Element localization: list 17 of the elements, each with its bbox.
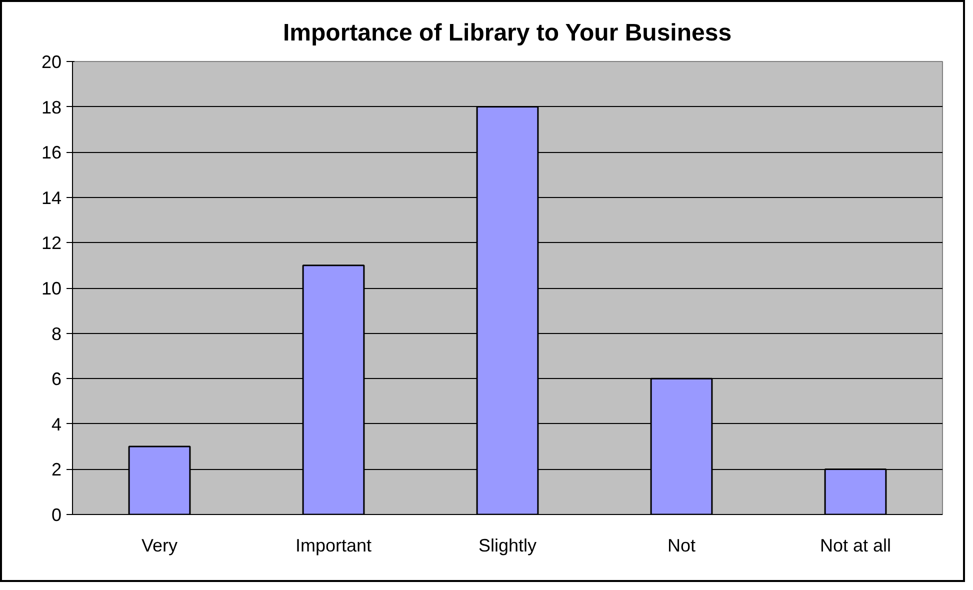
- y-tick-label: 14: [41, 188, 62, 208]
- y-tick-label: 18: [41, 97, 62, 118]
- x-tick-label: Not at all: [820, 536, 892, 556]
- x-tick-label: Important: [295, 536, 372, 556]
- y-tick-label: 2: [51, 460, 62, 480]
- x-tick-label: Not: [667, 536, 696, 556]
- chart-title: Importance of Library to Your Business: [283, 20, 732, 46]
- y-tick-label: 6: [51, 369, 62, 390]
- x-tick-label: Slightly: [478, 536, 537, 556]
- y-tick-label: 12: [41, 233, 62, 254]
- y-tick-label: 20: [41, 52, 62, 72]
- y-tick-label: 8: [51, 324, 62, 344]
- y-tick-label: 10: [41, 278, 62, 298]
- y-tick-label: 0: [51, 505, 62, 525]
- y-tick-label: 16: [41, 142, 62, 163]
- x-tick-label: Very: [141, 536, 178, 556]
- y-tick-label: 4: [51, 414, 62, 434]
